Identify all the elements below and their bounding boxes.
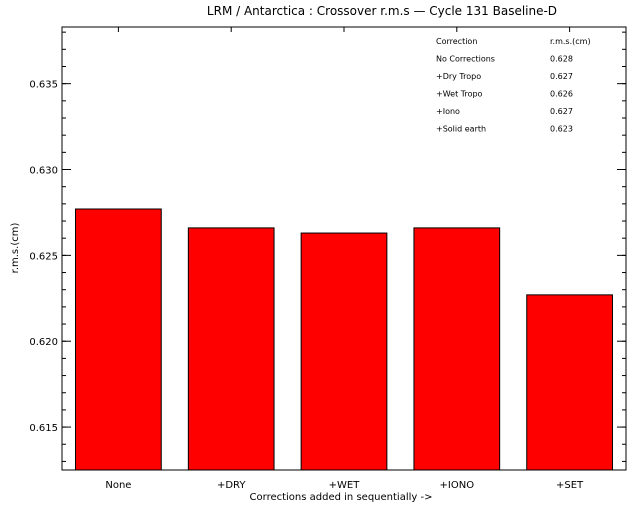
y-tick-label: 0.630 (29, 166, 58, 177)
x-tick-labels: None +DRY +WET +IONO +SET (105, 480, 584, 491)
legend-row-value: 0.627 (550, 107, 573, 116)
legend-row-label: +Wet Tropo (436, 90, 483, 99)
x-tick-label: +WET (329, 480, 361, 491)
x-tick-label: +SET (556, 480, 584, 491)
bar-set (526, 294, 613, 471)
x-tick-label: +DRY (217, 480, 246, 491)
bar-dry (187, 227, 275, 471)
legend-row-value: 0.628 (550, 55, 573, 64)
legend-table: Correction r.m.s.(cm) No Corrections 0.628 +… (436, 37, 591, 134)
y-tick-labels: 0.615 0.620 0.625 0.630 0.635 (29, 80, 58, 434)
y-tick-label: 0.625 (29, 251, 58, 262)
legend-row-label: +Solid earth (436, 125, 486, 134)
y-axis-label: r.m.s.(cm) (10, 223, 21, 274)
x-tick-label: None (105, 480, 131, 491)
x-axis-label: Corrections added in sequentially -> (250, 492, 433, 503)
axis-ticks (62, 27, 626, 470)
bar-iono (413, 227, 501, 471)
legend-row-value: 0.627 (550, 72, 573, 81)
legend-row-label: +Dry Tropo (436, 72, 481, 81)
legend-row-label: +Iono (436, 107, 460, 116)
y-tick-label: 0.635 (29, 80, 58, 91)
legend-row-value: 0.623 (550, 125, 573, 134)
y-tick-label: 0.620 (29, 337, 58, 348)
legend-row-value: 0.626 (550, 90, 573, 99)
legend-header-correction: Correction (436, 37, 477, 46)
bar-none (75, 208, 162, 471)
chart-title: LRM / Antarctica : Crossover r.m.s — Cyc… (207, 4, 557, 18)
legend-header-rms: r.m.s.(cm) (550, 37, 591, 46)
bar-wet (300, 232, 388, 471)
bars (75, 208, 613, 471)
y-tick-label: 0.615 (29, 423, 58, 434)
legend-row-label: No Corrections (436, 55, 495, 64)
x-tick-label: +IONO (440, 480, 475, 491)
